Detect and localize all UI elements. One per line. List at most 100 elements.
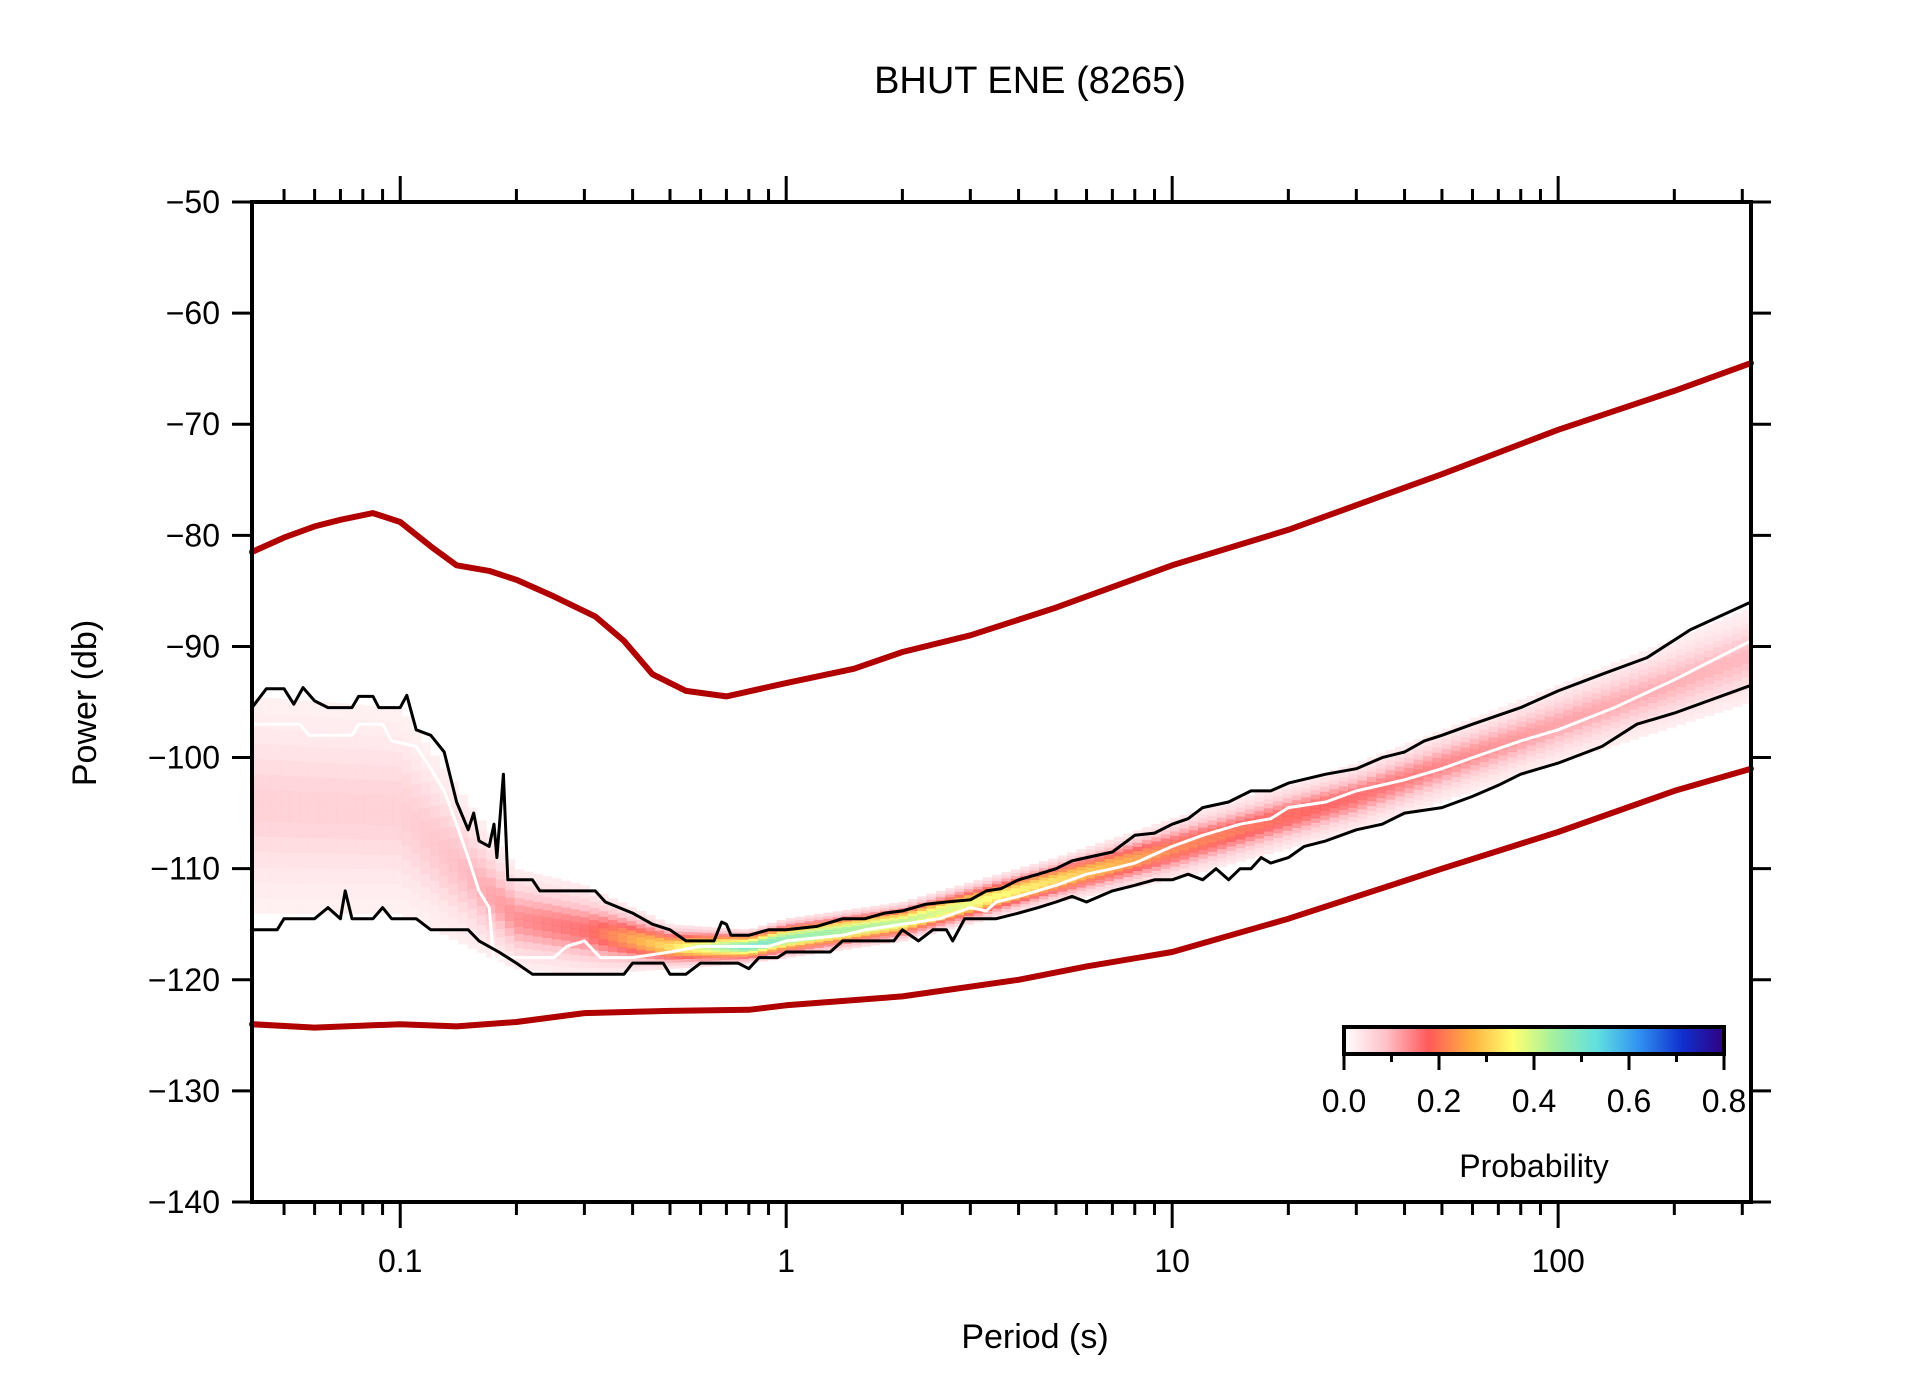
density-cell: [1291, 795, 1302, 801]
density-cell: [1235, 811, 1246, 817]
density-cell: [1376, 807, 1387, 813]
density-cell: [720, 946, 731, 950]
density-cell: [1198, 849, 1209, 855]
density-cell: [317, 777, 328, 793]
density-cell: [1713, 666, 1724, 674]
probability-density: [252, 609, 1752, 975]
density-cell: [739, 956, 750, 960]
density-cell: [626, 906, 637, 912]
density-cell: [1666, 670, 1677, 678]
density-cell: [486, 877, 497, 887]
density-cell: [1685, 670, 1696, 678]
density-cell: [898, 907, 909, 911]
density-cell: [1376, 763, 1387, 769]
density-cell: [1282, 802, 1293, 808]
y-tick-label: −130: [148, 1073, 220, 1109]
density-cell: [907, 929, 918, 934]
density-cell: [1067, 872, 1078, 877]
density-cell: [823, 937, 834, 941]
density-cell: [439, 875, 450, 888]
density-cell: [748, 955, 759, 959]
density-cell: [1273, 823, 1284, 829]
density-cell: [1657, 717, 1668, 725]
density-cell: [964, 900, 974, 904]
density-cell: [973, 900, 984, 905]
density-cell: [1095, 850, 1106, 855]
density-cell: [392, 780, 403, 797]
density-cell: [345, 763, 356, 780]
density-cell: [448, 815, 459, 828]
density-cell: [458, 879, 469, 892]
density-cell: [626, 920, 637, 926]
density-cell: [1085, 849, 1096, 854]
density-cell: [505, 920, 515, 929]
density-cell: [1563, 754, 1574, 761]
density-cell: [1432, 737, 1443, 743]
density-cell: [1132, 834, 1143, 839]
density-cell: [992, 883, 1003, 888]
density-cell: [739, 939, 750, 943]
density-cell: [542, 957, 553, 965]
density-cell: [729, 928, 740, 932]
density-cell: [1320, 786, 1330, 792]
density-cell: [1544, 732, 1555, 739]
density-cell: [420, 873, 431, 887]
density-cell: [842, 946, 853, 950]
density-cell: [598, 939, 609, 946]
density-cell: [261, 836, 272, 853]
density-cell: [964, 903, 974, 907]
density-cell: [814, 939, 825, 943]
density-cell: [654, 948, 665, 953]
density-cell: [289, 745, 300, 762]
density-cell: [1610, 709, 1621, 717]
density-cell: [1348, 778, 1359, 784]
series-median-mode: [250, 639, 1753, 965]
density-cell: [298, 776, 309, 793]
density-cell: [1310, 808, 1321, 814]
density-cell: [1741, 669, 1752, 678]
density-cell: [1029, 876, 1040, 880]
density-cell: [964, 888, 974, 893]
density-cell: [1535, 692, 1546, 699]
density-cell: [383, 765, 394, 781]
density-cell: [664, 939, 675, 944]
density-cell: [814, 914, 825, 918]
density-cell: [523, 962, 534, 971]
density-cell: [270, 775, 281, 791]
density-cell: [542, 950, 553, 959]
density-cell: [814, 947, 825, 951]
density-cell: [1451, 740, 1462, 746]
density-cell: [430, 855, 440, 869]
density-cell: [439, 815, 450, 829]
density-cell: [1048, 871, 1059, 875]
density-cell: [1348, 802, 1359, 808]
density-cell: [1629, 709, 1640, 716]
density-cell: [1320, 791, 1330, 797]
density-cell: [420, 742, 431, 757]
density-cell: [1245, 854, 1256, 860]
density-cell: [945, 896, 956, 901]
density-cell: [1573, 677, 1583, 684]
density-cell: [252, 774, 262, 791]
density-cell: [1507, 756, 1518, 763]
density-cell: [448, 927, 459, 940]
density-cell: [683, 931, 693, 936]
density-cell: [1320, 810, 1330, 816]
density-cell: [598, 961, 609, 968]
density-cell: [1320, 833, 1330, 839]
density-cell: [1132, 870, 1143, 875]
density-cell: [1676, 654, 1686, 662]
density-cell: [861, 932, 871, 936]
density-cell: [1479, 735, 1490, 741]
x-axis: 0.1 1 10 100: [282, 176, 1744, 1279]
density-cell: [1554, 718, 1565, 725]
density-cell: [1704, 624, 1715, 632]
density-cell: [579, 891, 590, 899]
density-cell: [1095, 857, 1106, 862]
density-cell: [645, 938, 656, 944]
density-cell: [1385, 789, 1396, 795]
density-cell: [889, 914, 900, 918]
density-cell: [1732, 626, 1743, 634]
density-cell: [664, 930, 675, 934]
density-cell: [1291, 818, 1302, 824]
